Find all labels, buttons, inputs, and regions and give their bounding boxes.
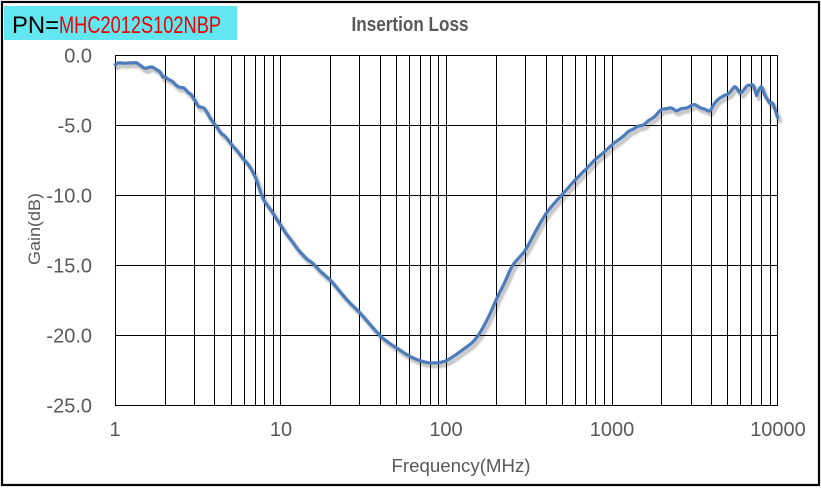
svg-text:PN=MHC2012S102NBP: PN=MHC2012S102NBP [12, 12, 221, 39]
svg-text:10: 10 [270, 419, 292, 441]
svg-text:100: 100 [429, 419, 462, 441]
svg-text:0.0: 0.0 [64, 46, 92, 68]
svg-text:10000: 10000 [750, 419, 806, 441]
svg-text:1000: 1000 [590, 419, 635, 441]
svg-text:Insertion Loss: Insertion Loss [352, 14, 469, 36]
svg-text:-5.0: -5.0 [58, 116, 92, 138]
svg-text:-25.0: -25.0 [46, 396, 92, 418]
svg-text:Gain(dB): Gain(dB) [25, 193, 44, 265]
svg-text:Frequency(MHz): Frequency(MHz) [392, 456, 531, 476]
svg-text:-15.0: -15.0 [46, 256, 92, 278]
svg-text:-10.0: -10.0 [46, 186, 92, 208]
svg-text:1: 1 [109, 419, 120, 441]
svg-text:-20.0: -20.0 [46, 326, 92, 348]
